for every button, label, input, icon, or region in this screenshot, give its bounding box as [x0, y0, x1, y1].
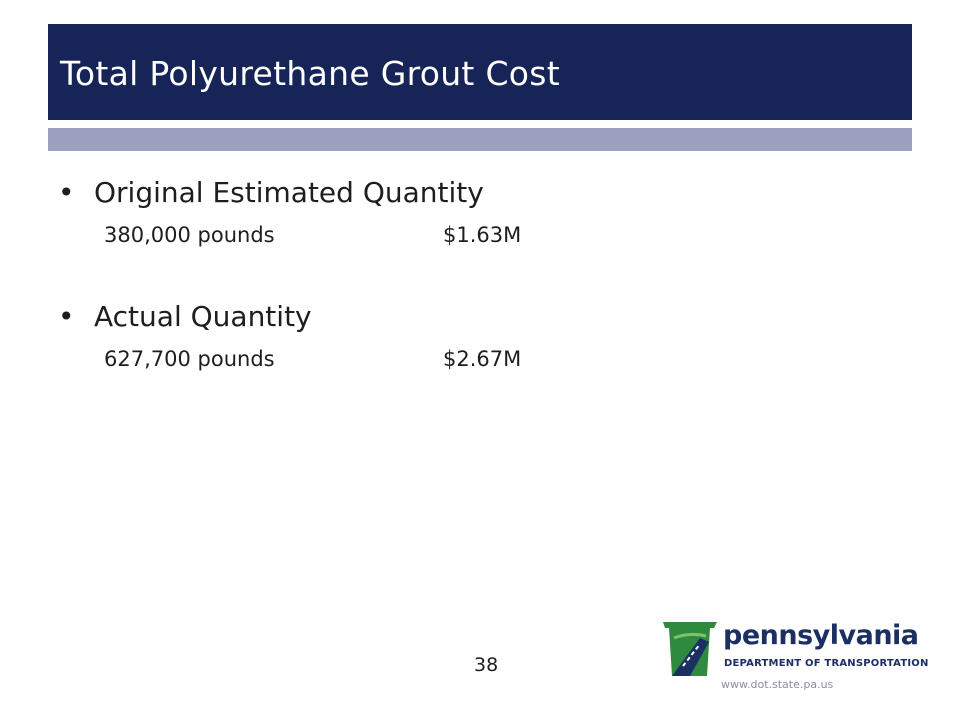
cost-value: $2.67M	[443, 347, 522, 371]
accent-bar	[48, 128, 912, 151]
bullet-item: • Actual Quantity	[58, 300, 312, 333]
quantity-value: 380,000 pounds	[104, 223, 275, 247]
penndot-logo: pennsylvania DEPARTMENT OF TRANSPORTATIO…	[660, 618, 928, 680]
bullet-item: • Original Estimated Quantity	[58, 176, 484, 209]
slide-title: Total Polyurethane Grout Cost	[60, 54, 561, 93]
title-bar: Total Polyurethane Grout Cost	[48, 24, 912, 120]
keystone-icon	[663, 622, 717, 676]
quantity-value: 627,700 pounds	[104, 347, 275, 371]
bullet-dot-icon: •	[58, 176, 75, 209]
page-number: 38	[474, 654, 499, 676]
logo-subtitle: DEPARTMENT OF TRANSPORTATION	[724, 658, 929, 669]
bullet-label: Original Estimated Quantity	[94, 176, 484, 209]
bullet-dot-icon: •	[58, 300, 75, 333]
website-url[interactable]: www.dot.state.pa.us	[721, 678, 834, 691]
logo-wordmark: pennsylvania	[723, 620, 919, 651]
cost-value: $1.63M	[443, 223, 522, 247]
bullet-label: Actual Quantity	[94, 300, 312, 333]
